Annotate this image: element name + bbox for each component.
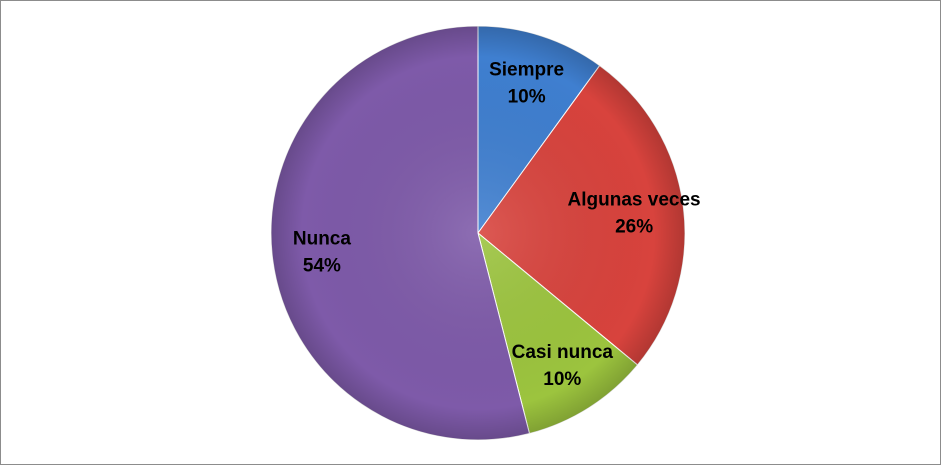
slice-value-label: 10%	[508, 86, 546, 107]
slice-category-label: Siempre	[489, 59, 564, 80]
slice-value-label: 26%	[615, 216, 653, 237]
slice-category-label: Algunas veces	[568, 189, 701, 210]
slice-value-label: 10%	[543, 369, 581, 390]
slice-category-label: Nunca	[293, 229, 352, 250]
slice-category-label: Casi nunca	[512, 342, 614, 363]
slice-value-label: 54%	[303, 256, 341, 277]
